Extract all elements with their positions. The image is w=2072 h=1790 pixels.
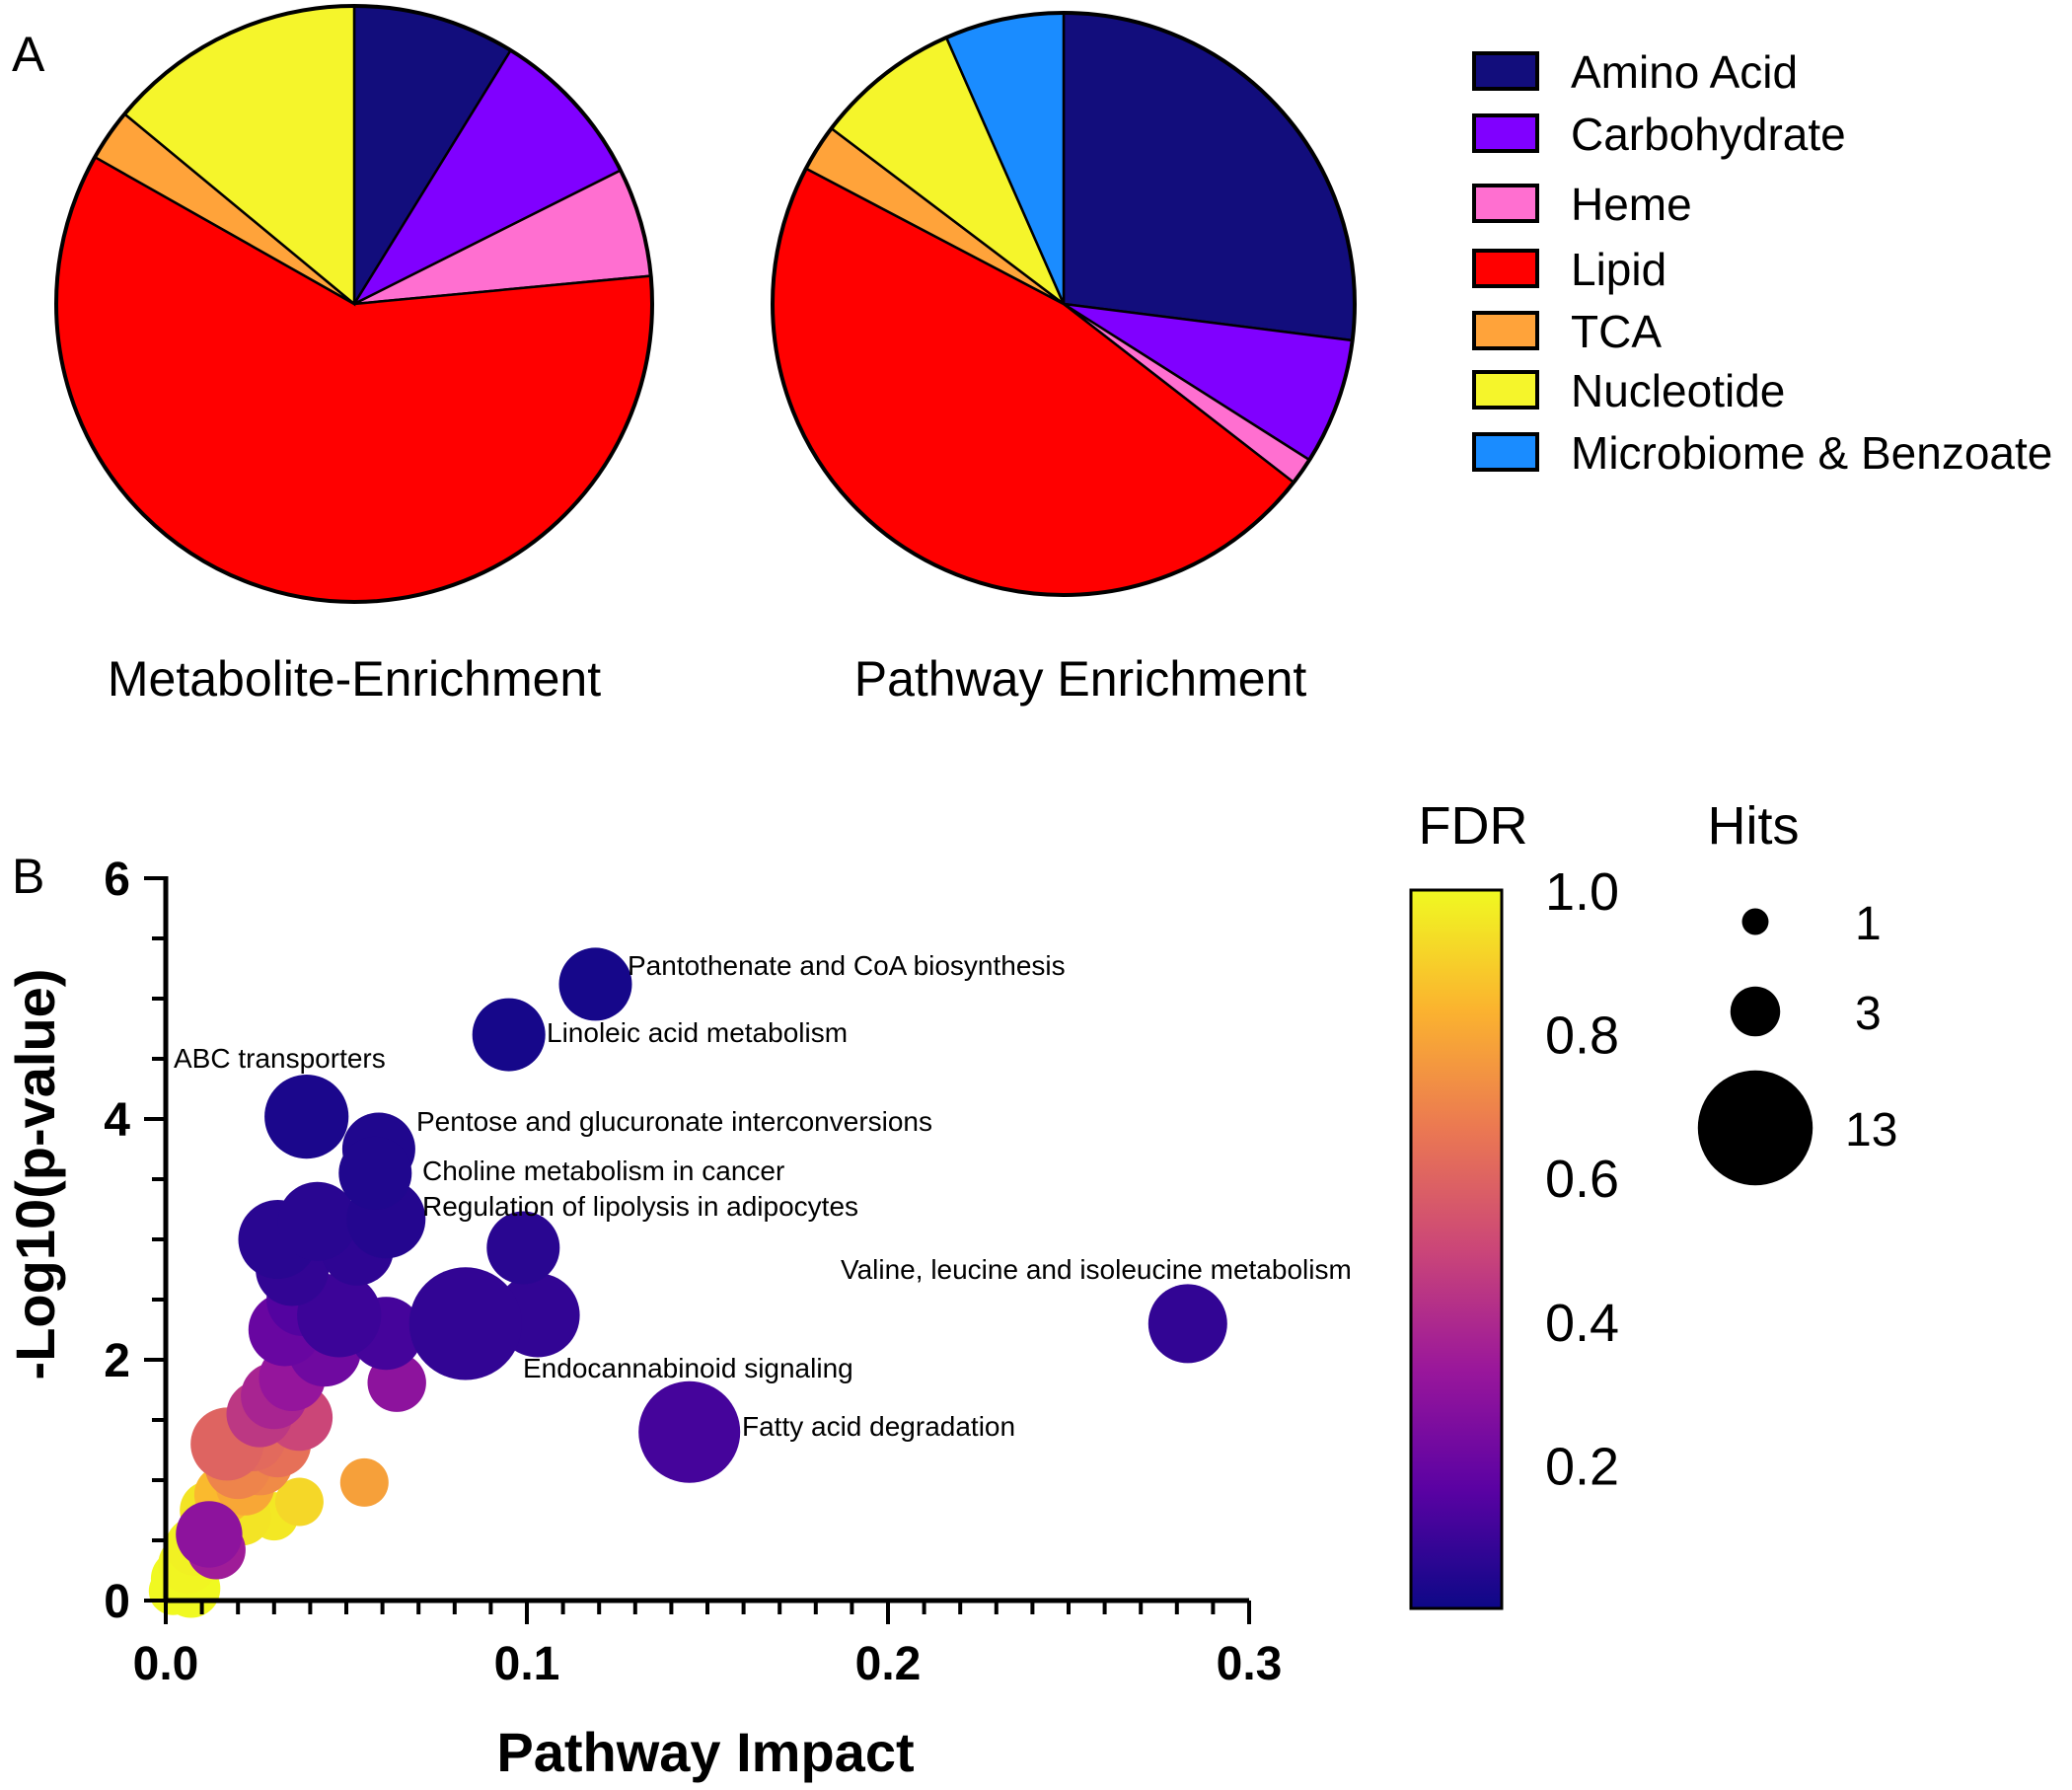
panel-b-letter: B xyxy=(12,849,44,904)
legend-label-tca: TCA xyxy=(1571,306,1662,357)
panel-a-letter: A xyxy=(12,27,45,82)
data-point xyxy=(277,1181,357,1261)
y-axis-label: -Log10(p-value) xyxy=(4,969,66,1380)
legend-swatch-heme xyxy=(1472,184,1539,223)
legend-swatch-carbohydrate xyxy=(1472,113,1539,153)
colorbar-tick-label: 0.8 xyxy=(1545,1007,1619,1066)
label-regulation-of-lipolysis-in-adipocytes: Regulation of lipolysis in adipocytes xyxy=(422,1191,858,1222)
colorbar-tick-label: 0.4 xyxy=(1545,1294,1619,1353)
y-tick-label: 2 xyxy=(104,1335,130,1387)
data-point xyxy=(176,1501,243,1568)
label-pantothenate-and-coa-biosynthesis: Pantothenate and CoA biosynthesis xyxy=(628,950,1066,981)
size-legend-label-13: 13 xyxy=(1845,1104,1897,1156)
legend-label-heme: Heme xyxy=(1571,179,1692,230)
data-point xyxy=(339,1457,389,1507)
scatter-axes: 0 2 4 6 0.0 0.1 0.2 0.3 xyxy=(104,854,1282,1690)
x-tick-label: 0.3 xyxy=(1217,1638,1283,1690)
legend-swatch-tca xyxy=(1472,311,1539,350)
pie-chart-metabolite-enrichment xyxy=(54,4,654,604)
point-fatty-acid-degradation xyxy=(638,1380,741,1483)
label-fatty-acid-degradation: Fatty acid degradation xyxy=(742,1411,1015,1442)
size-legend-title: Hits xyxy=(1708,796,1800,856)
data-point xyxy=(274,1477,324,1527)
scatter-point-labels: Pantothenate and CoA biosynthesis Linolei… xyxy=(174,950,1352,1442)
size-legend-label-1: 1 xyxy=(1855,898,1882,950)
colorbar-title: FDR xyxy=(1419,796,1528,856)
size-legend-circle-13 xyxy=(1697,1070,1813,1186)
label-valine-leucine-and-isoleucine-metabolism: Valine, leucine and isoleucine metabolis… xyxy=(841,1254,1352,1285)
legend-swatch-lipid xyxy=(1472,249,1539,288)
scatter-points xyxy=(148,947,1227,1618)
point-linoleic-acid-metabolism xyxy=(472,998,546,1072)
pie1-title: Metabolite-Enrichment xyxy=(108,651,601,707)
point-abc-transporters xyxy=(264,1075,349,1159)
label-endocannabinoid-signaling: Endocannabinoid signaling xyxy=(523,1353,853,1383)
y-tick-label: 6 xyxy=(104,854,130,906)
colorbar-tick-label: 0.2 xyxy=(1545,1437,1619,1496)
legend-label-microbiome-benzoate: Microbiome & Benzoate xyxy=(1571,427,2052,479)
data-point xyxy=(486,1211,560,1285)
label-choline-metabolism-in-cancer: Choline metabolism in cancer xyxy=(422,1156,784,1186)
point-valine-leucine-and-isoleucine-metabolism xyxy=(1147,1284,1227,1364)
point-endocannabinoid-signaling xyxy=(408,1267,522,1380)
legend-label-lipid: Lipid xyxy=(1571,244,1666,295)
colorbar-tick-label: 1.0 xyxy=(1545,862,1619,922)
legend-label-carbohydrate: Carbohydrate xyxy=(1571,109,1846,160)
x-axis-label: Pathway Impact xyxy=(496,1721,914,1783)
y-tick-label: 4 xyxy=(104,1094,130,1147)
pie-chart-pathway-enrichment xyxy=(771,11,1357,597)
label-linoleic-acid-metabolism: Linoleic acid metabolism xyxy=(547,1017,848,1048)
y-tick-label: 0 xyxy=(104,1576,130,1628)
colorbar-tick-label: 0.6 xyxy=(1545,1150,1619,1209)
legend-label-nucleotide: Nucleotide xyxy=(1571,365,1785,416)
pie2-slice-amino-acid xyxy=(1062,11,1357,342)
fdr-colorbar: 1.0 0.8 0.6 0.4 0.2 xyxy=(1409,862,1619,1610)
size-legend-circle-1 xyxy=(1741,908,1769,935)
category-legend: Amino Acid Carbohydrate Heme Lipid TCA Nucleo… xyxy=(1472,46,2052,479)
size-legend-label-3: 3 xyxy=(1855,988,1882,1040)
legend-swatch-nucleotide xyxy=(1472,370,1539,410)
label-abc-transporters: ABC transporters xyxy=(174,1043,386,1074)
pie2-title: Pathway Enrichment xyxy=(854,651,1307,707)
legend-swatch-amino-acid xyxy=(1472,51,1539,91)
size-legend-circle-3 xyxy=(1730,986,1781,1037)
colorbar-gradient xyxy=(1409,888,1504,1610)
x-tick-label: 0.0 xyxy=(133,1638,199,1690)
point-pantothenate-and-coa-biosynthesis xyxy=(558,947,632,1021)
legend-label-amino-acid: Amino Acid xyxy=(1571,46,1798,98)
bubble-plot: Pantothenate and CoA biosynthesis Linolei… xyxy=(104,854,1351,1690)
label-pentose-and-glucuronate-interconversions: Pentose and glucuronate interconversions xyxy=(416,1106,932,1137)
pie1-outline xyxy=(54,4,654,604)
x-tick-label: 0.2 xyxy=(855,1638,922,1690)
point-choline-metabolism-in-cancer xyxy=(338,1136,412,1210)
pie2-outline xyxy=(771,11,1357,597)
x-tick-label: 0.1 xyxy=(494,1638,560,1690)
legend-swatch-microbiome-benzoate xyxy=(1472,432,1539,472)
